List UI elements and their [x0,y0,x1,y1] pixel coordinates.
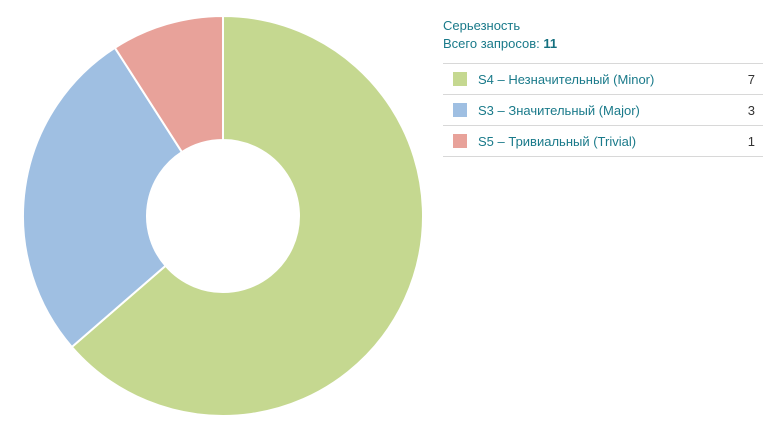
legend-swatch [453,103,467,117]
legend-row[interactable]: S4 – Незначительный (Minor) 7 [443,64,763,95]
total-value: 11 [543,36,558,51]
legend-row[interactable]: S5 – Тривиальный (Trivial) 1 [443,126,763,157]
legend-label[interactable]: S5 – Тривиальный (Trivial) [478,133,637,149]
legend-label[interactable]: S4 – Незначительный (Minor) [478,71,655,87]
legend-swatch [453,72,467,86]
total-requests: Всего запросов: 11 [443,35,763,53]
legend-count: 3 [747,102,755,118]
legend-count: 7 [747,71,755,87]
legend-table: S4 – Незначительный (Minor) 7 S3 – Значи… [443,63,763,157]
legend-panel: Серьезность Всего запросов: 11 S4 – Незн… [443,15,763,157]
donut-slice-1[interactable] [70,14,424,417]
donut-chart [22,14,424,417]
legend-label[interactable]: S3 – Значительный (Major) [478,102,640,118]
donut-slice-3[interactable] [113,14,224,154]
total-label: Всего запросов: [443,36,540,51]
legend-row[interactable]: S3 – Значительный (Major) 3 [443,95,763,126]
donut-slice-2[interactable] [22,46,184,349]
legend-count: 1 [747,133,755,149]
legend-title: Серьезность [443,18,521,33]
legend-swatch [453,134,467,148]
